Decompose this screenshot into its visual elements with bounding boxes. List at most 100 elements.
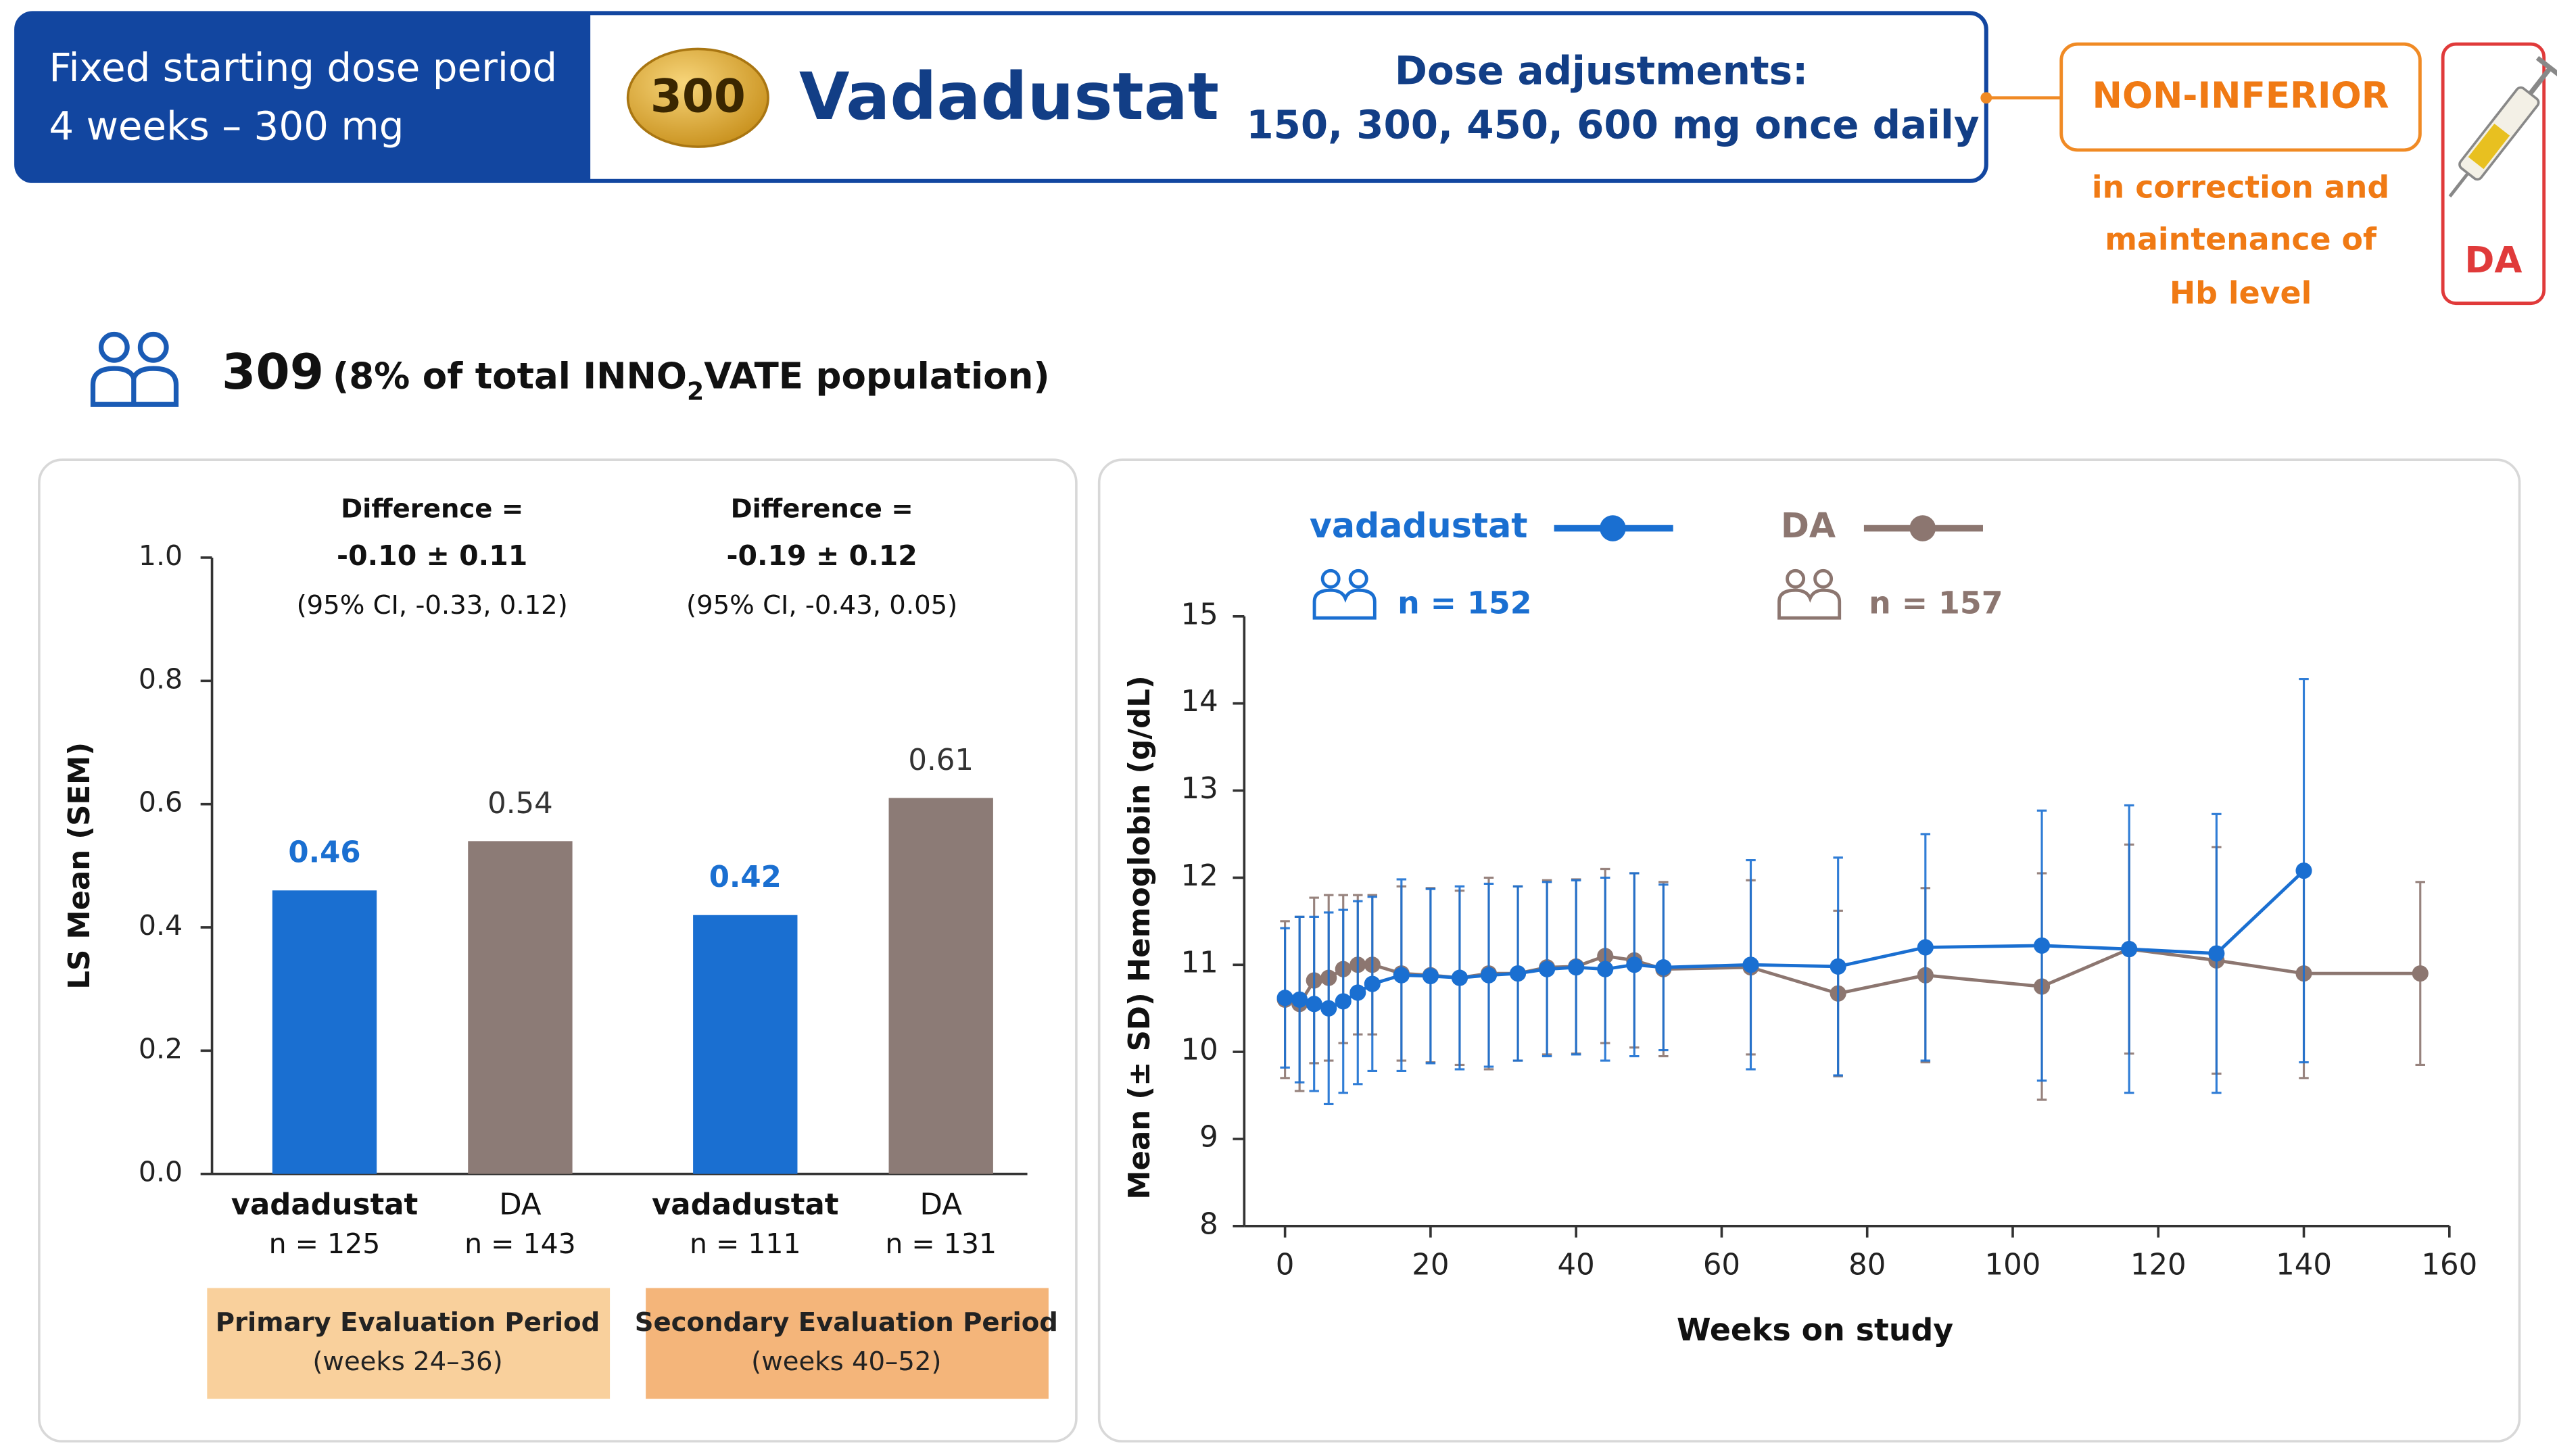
category-label: vadadustat xyxy=(231,1188,419,1221)
legend-label: vadadustat xyxy=(1310,506,1528,545)
bar xyxy=(272,890,377,1174)
start-line: Fixed starting dose period xyxy=(49,45,557,91)
data-point xyxy=(1597,961,1614,977)
comparator: DA xyxy=(2464,239,2522,281)
value-label: 0.46 xyxy=(288,836,360,870)
data-point xyxy=(1335,993,1352,1010)
difference-title: Difference = xyxy=(341,493,523,524)
data-point xyxy=(1291,991,1308,1008)
difference: -0.19 ± 0.12 xyxy=(727,539,917,572)
data-point xyxy=(1320,1000,1337,1017)
data-point xyxy=(1655,959,1672,976)
data-point xyxy=(2412,965,2429,982)
y-tick-label: 14 xyxy=(1181,685,1218,719)
data-point xyxy=(1364,975,1381,992)
x-tick-label: 140 xyxy=(2276,1248,2332,1282)
bar xyxy=(468,841,573,1174)
x-tick-label: 80 xyxy=(1848,1248,1886,1282)
legend-n: n = 157 xyxy=(1869,584,2003,621)
difference-title: Difference = xyxy=(731,493,913,524)
period-box xyxy=(646,1288,1049,1399)
result-text: Hb level xyxy=(2170,274,2312,311)
period-label: Primary Evaluation Period xyxy=(216,1307,600,1338)
legend-marker xyxy=(1600,515,1626,541)
start-line: 4 weeks – 300 mg xyxy=(49,103,404,149)
legend-icon xyxy=(1312,568,1377,620)
x-tick-label: 60 xyxy=(1703,1248,1740,1282)
legend-icon xyxy=(1777,568,1842,620)
y-tick-label: 0.2 xyxy=(139,1032,183,1065)
data-point xyxy=(2121,940,2138,958)
y-tick-label: 1.0 xyxy=(139,539,183,572)
dose-values: 150, 300, 450, 600 mg once daily xyxy=(1246,101,1979,147)
subscript: 2 xyxy=(687,377,704,406)
x-tick-label: 0 xyxy=(1276,1248,1295,1282)
data-point xyxy=(1742,956,1759,973)
start-box xyxy=(16,13,591,181)
y-axis-label: LS Mean (SEM) xyxy=(63,742,97,990)
y-tick-label: 8 xyxy=(1199,1207,1218,1241)
line-chart: 8 9 10 11 12 13 14 15 0 20 40 60 80 100 120 140 160 Weeks… xyxy=(1123,506,2477,1348)
category-label: DA xyxy=(499,1188,542,1221)
population-text: (8% of total INNO xyxy=(333,355,687,397)
y-tick-label: 9 xyxy=(1199,1120,1218,1154)
data-point xyxy=(1917,939,1934,956)
data-point xyxy=(1349,984,1366,1001)
bar-chart: 0.0 0.2 0.4 0.6 0.8 1.0 LS Mean (SEM) 0.46 vadad… xyxy=(63,493,1058,1399)
data-point xyxy=(1480,967,1498,984)
legend-n: n = 152 xyxy=(1397,584,1532,621)
y-tick-label: 0.0 xyxy=(139,1156,183,1188)
bar xyxy=(888,798,993,1174)
n-label: n = 131 xyxy=(885,1228,997,1260)
data-point xyxy=(1451,969,1468,986)
data-point xyxy=(1626,956,1643,973)
difference: -0.10 ± 0.11 xyxy=(337,539,527,572)
pill-label: 300 xyxy=(650,70,746,123)
result-text: in correction and xyxy=(2092,168,2389,205)
pill xyxy=(626,47,769,148)
y-tick-label: 13 xyxy=(1181,772,1218,806)
data-point xyxy=(1393,967,1410,984)
value-label: 0.54 xyxy=(487,787,553,821)
category-label: DA xyxy=(920,1188,963,1221)
data-point xyxy=(1422,967,1439,985)
population-text: (8% of total INNO2VATE population) xyxy=(333,355,1050,406)
y-tick-label: 0.4 xyxy=(139,909,183,942)
population-count: 309 xyxy=(222,344,324,401)
bar xyxy=(693,915,798,1174)
period-weeks: (weeks 24–36) xyxy=(312,1346,502,1377)
data-point xyxy=(1510,965,1527,982)
y-tick-label: 0.6 xyxy=(139,786,183,819)
panel xyxy=(1097,458,2521,1443)
x-tick-label: 40 xyxy=(1558,1248,1595,1282)
data-point xyxy=(1306,996,1322,1013)
data-point xyxy=(2033,937,2051,954)
result-box xyxy=(2059,42,2422,152)
data-point xyxy=(1568,959,1585,976)
population-text: VATE population) xyxy=(704,355,1049,397)
y-tick-label: 11 xyxy=(1181,946,1218,980)
x-tick-label: 20 xyxy=(1412,1248,1449,1282)
data-point xyxy=(1539,961,1556,977)
y-tick-label: 12 xyxy=(1181,859,1218,893)
data-point xyxy=(1830,958,1846,975)
legend-marker xyxy=(1909,515,1936,541)
value-label: 0.42 xyxy=(709,860,782,894)
period-box xyxy=(207,1288,611,1399)
dose-title: Dose adjustments: xyxy=(1395,48,1808,94)
people-icon xyxy=(90,331,179,407)
connector-dot xyxy=(1980,92,1992,104)
n-label: n = 143 xyxy=(464,1228,576,1260)
y-tick-label: 15 xyxy=(1181,598,1218,631)
data-point xyxy=(2208,945,2225,962)
syringe-icon xyxy=(2448,55,2557,198)
value-label: 0.61 xyxy=(908,744,974,777)
confidence-interval: (95% CI, -0.43, 0.05) xyxy=(686,590,957,621)
data-point xyxy=(1276,990,1293,1006)
n-label: n = 125 xyxy=(269,1228,381,1260)
x-tick-label: 120 xyxy=(2130,1248,2186,1282)
period-weeks: (weeks 40–52) xyxy=(751,1346,941,1377)
result: NON-INFERIOR xyxy=(2093,74,2389,116)
